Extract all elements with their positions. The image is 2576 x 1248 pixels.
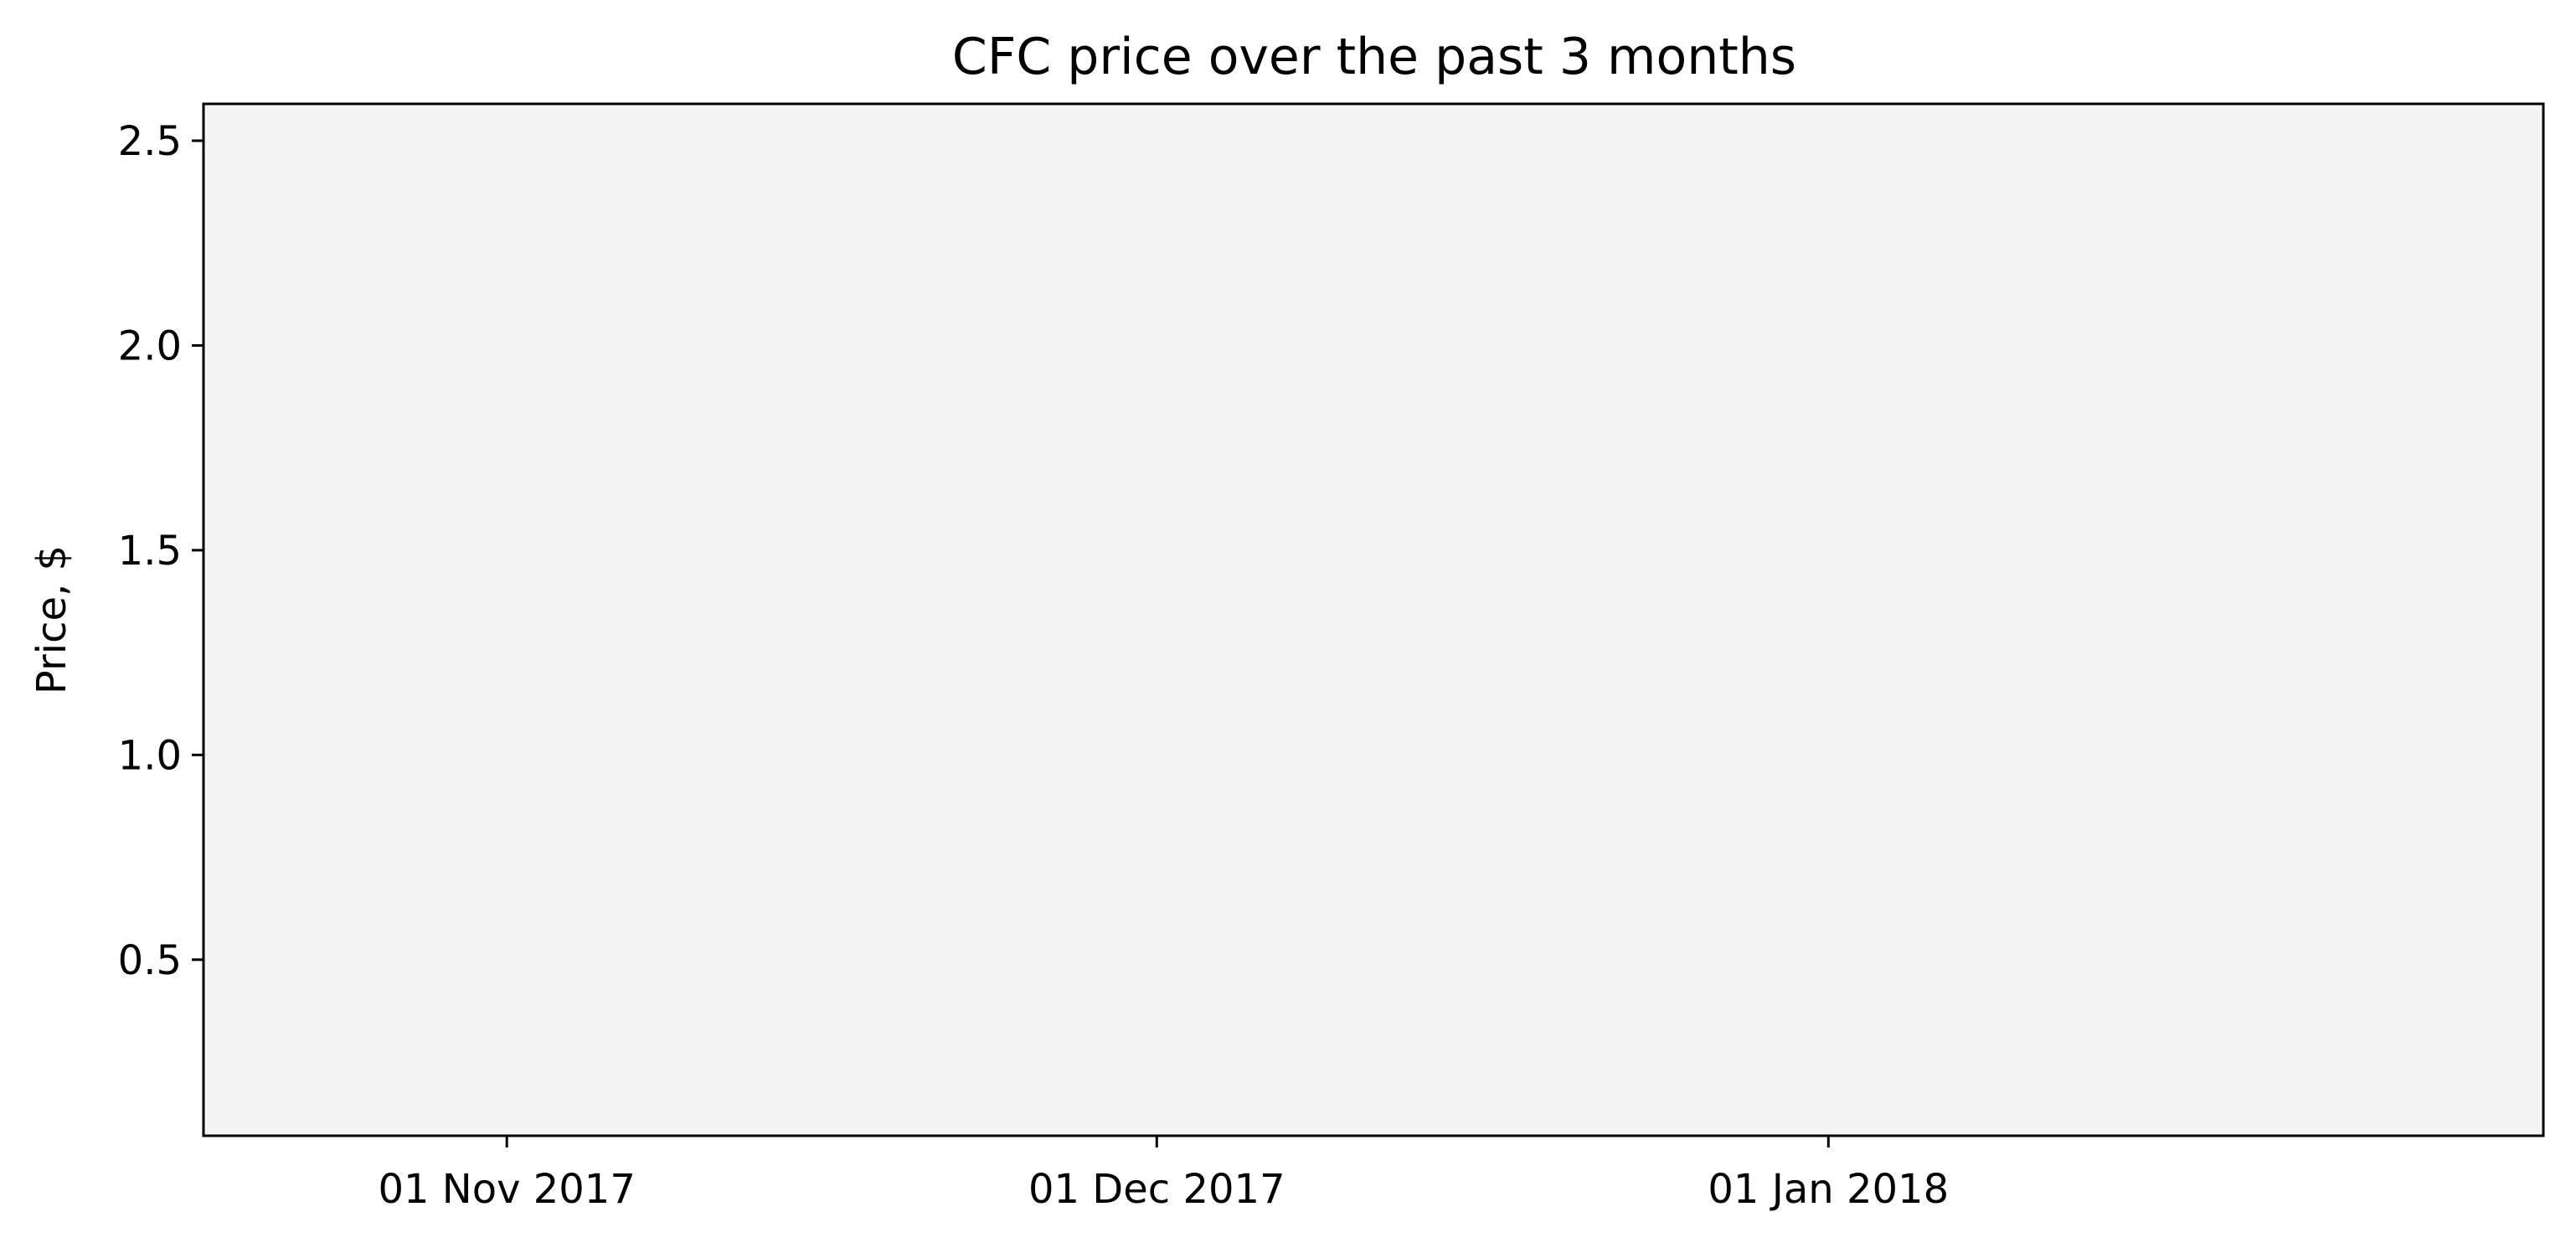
x-tick-label: 01 Dec 2017 <box>1028 1166 1285 1213</box>
x-tick-label: 01 Nov 2017 <box>378 1166 635 1213</box>
y-tick-label: 1.5 <box>118 528 182 575</box>
chart-title: CFC price over the past 3 months <box>952 28 1796 86</box>
x-axis: 01 Nov 2017 01 Dec 2017 01 Jan 2018 <box>378 1136 1949 1213</box>
y-tick-label: 1.0 <box>118 732 182 779</box>
y-tick-label: 2.5 <box>118 118 182 165</box>
y-axis: 0.5 1.0 1.5 2.0 2.5 <box>118 118 204 984</box>
y-tick-label: 0.5 <box>118 937 182 984</box>
y-axis-label: Price, $ <box>28 545 75 694</box>
y-tick-label: 2.0 <box>118 322 182 369</box>
x-tick-label: 01 Jan 2018 <box>1708 1166 1949 1213</box>
plot-area <box>202 102 2545 1137</box>
